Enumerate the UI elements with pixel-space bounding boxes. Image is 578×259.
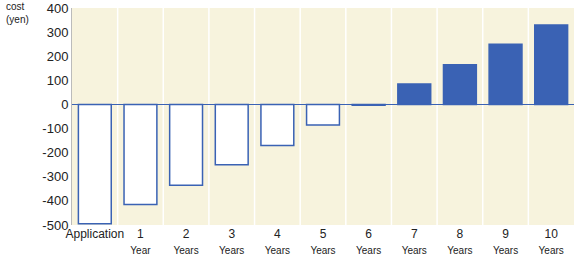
svg-text:300: 300 — [47, 25, 69, 40]
svg-text:3Years: 3Years — [219, 227, 244, 256]
svg-text:7Years: 7Years — [402, 227, 427, 256]
svg-text:10Years: 10Years — [539, 227, 564, 256]
svg-text:100: 100 — [47, 73, 69, 88]
svg-text:cost(yen): cost(yen) — [6, 1, 29, 25]
svg-text:-200: -200 — [42, 145, 68, 160]
svg-text:-300: -300 — [42, 169, 68, 184]
svg-text:Application: Application — [65, 227, 124, 241]
svg-text:-400: -400 — [42, 193, 68, 208]
svg-text:400: 400 — [47, 1, 69, 16]
svg-text:1Year: 1Year — [130, 227, 151, 256]
svg-text:200: 200 — [47, 49, 69, 64]
svg-text:9Years: 9Years — [493, 227, 518, 256]
svg-text:2Years: 2Years — [173, 227, 198, 256]
svg-text:6Years: 6Years — [356, 227, 381, 256]
svg-text:-100: -100 — [42, 121, 68, 136]
svg-text:-500: -500 — [42, 218, 68, 233]
svg-text:5Years: 5Years — [310, 227, 335, 256]
svg-text:4Years: 4Years — [265, 227, 290, 256]
svg-text:0: 0 — [61, 97, 68, 112]
svg-text:8Years: 8Years — [447, 227, 472, 256]
